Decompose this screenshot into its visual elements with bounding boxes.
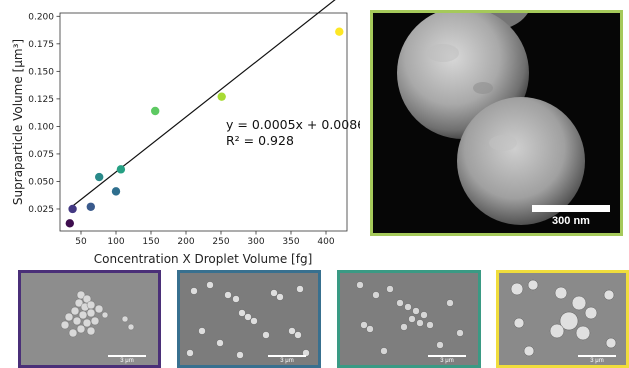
- scale-bar-label: 300 nm: [552, 215, 590, 227]
- sem-thumbnail-image: [21, 273, 158, 365]
- y-tick-label: 0.100: [28, 122, 54, 132]
- data-point: [95, 172, 104, 182]
- scale-bar: 3 μm: [578, 355, 616, 364]
- x-tick-label: 100: [107, 237, 124, 247]
- y-axis-label: Supraparticle Volume [μm³]: [11, 39, 25, 205]
- scale-bar-line: [428, 355, 466, 357]
- scale-bar-line: [268, 355, 306, 357]
- data-points: [65, 27, 344, 228]
- sem-thumbnail-4: 3 μm: [496, 270, 629, 368]
- sem-thumbnail-2: 3 μm: [177, 270, 321, 368]
- scale-bar: 3 μm: [428, 355, 466, 364]
- y-axis-ticks: 0.025 0.050 0.075 0.100 0.125 0.150 0.175 0.200: [28, 12, 60, 215]
- data-point: [116, 165, 126, 174]
- fit-equation: y = 0.0005x + 0.0086: [226, 117, 360, 132]
- plot-frame: [59, 12, 348, 232]
- data-point: [335, 27, 344, 36]
- x-tick-label: 50: [75, 237, 87, 247]
- supraparticle-sphere: [457, 97, 585, 225]
- sem-thumbnail-image: [340, 273, 478, 365]
- x-tick-label: 250: [212, 237, 229, 247]
- x-axis-label: Concentration X Droplet Volume [fg]: [94, 252, 313, 266]
- scale-bar-line: [108, 355, 146, 357]
- scatter-chart: 50 100 150 200 250 300 350 400 0.0250.0500.0750…: [11, 0, 360, 266]
- x-axis-ticks: 50 100 150 200 250 300 350 400: [75, 231, 335, 247]
- fit-line: [70, 0, 336, 209]
- r-squared: R² = 0.928: [226, 133, 294, 148]
- scale-bar: 300 nm: [532, 205, 610, 227]
- sem-thumbnail-3: 3 μm: [337, 270, 481, 368]
- x-tick-label: 350: [282, 237, 299, 247]
- data-point: [86, 202, 96, 211]
- data-point: [111, 187, 121, 196]
- x-tick-label: 400: [317, 237, 334, 247]
- data-point: [65, 219, 75, 228]
- y-tick-label: 0.200: [28, 12, 54, 22]
- sem-thumbnail-1: 3 μm: [18, 270, 161, 368]
- y-tick-label: 0.125: [28, 95, 54, 105]
- data-point: [68, 204, 77, 214]
- scale-bar-line: [578, 355, 616, 357]
- scale-bar: 3 μm: [268, 355, 306, 364]
- y-tick-label: 0.025: [28, 205, 54, 215]
- sem-thumbnail-image: [180, 273, 318, 365]
- x-tick-label: 300: [247, 237, 264, 247]
- sem-thumbnail-image: [499, 273, 626, 365]
- y-tick-label: 0.150: [28, 67, 54, 77]
- x-tick-label: 200: [177, 237, 194, 247]
- scale-bar-label: 3 μm: [120, 358, 134, 364]
- y-tick-label: 0.175: [28, 40, 54, 50]
- scale-bar-label: 3 μm: [280, 358, 294, 364]
- scale-bar-label: 3 μm: [590, 358, 604, 364]
- scale-bar: 3 μm: [108, 355, 146, 364]
- data-point: [217, 92, 226, 101]
- y-tick-label: 0.050: [28, 177, 54, 187]
- data-point: [151, 106, 160, 116]
- sem-main-image: [373, 13, 620, 233]
- scale-bar-label: 3 μm: [440, 358, 454, 364]
- y-tick-label: 0.075: [28, 150, 54, 160]
- scale-bar-line: [532, 205, 610, 212]
- x-tick-label: 150: [142, 237, 159, 247]
- sem-main-panel: 300 nm: [370, 10, 623, 236]
